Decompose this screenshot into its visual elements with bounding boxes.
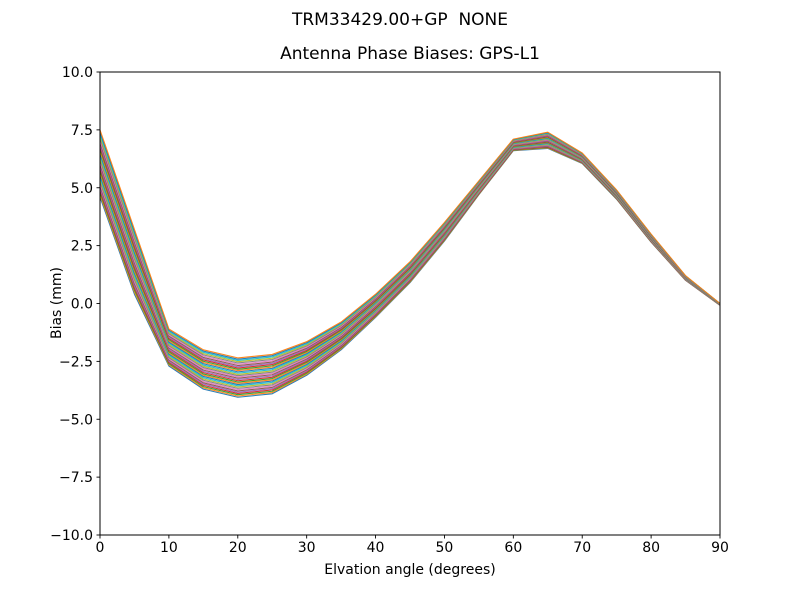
y-tick-label: −10.0 [50,528,93,544]
series-line [99,136,721,372]
y-tick-label: −5.0 [59,412,93,428]
x-axis-label: Elvation angle (degrees) [324,562,496,578]
x-tick-label: 10 [160,540,178,556]
series-line [99,138,721,375]
series-line [99,139,721,378]
series-line [99,134,721,365]
x-tick-label: 20 [229,540,247,556]
x-tick-label: 70 [573,540,591,556]
series-line [99,135,721,368]
series-line [99,137,721,374]
series-line [99,131,721,360]
y-tick-label: −7.5 [59,470,93,486]
x-tick-label: 90 [711,540,729,556]
y-tick-label: 5.0 [71,181,93,197]
y-tick-label: 2.5 [71,239,93,255]
series-line [99,138,721,377]
x-tick-label: 50 [436,540,454,556]
axes-title: Antenna Phase Biases: GPS-L1 [280,44,540,64]
y-tick-label: 7.5 [71,123,93,139]
y-tick-label: −2.5 [59,354,93,370]
y-tick-label: 0.0 [71,297,93,313]
x-tick-label: 40 [367,540,385,556]
series-line [99,129,721,359]
x-tick-label: 30 [298,540,316,556]
series-line [99,135,721,369]
x-tick-label: 60 [504,540,522,556]
series-line [99,137,721,373]
series-line [99,133,721,363]
x-tick-label: 80 [642,540,660,556]
plot-frame [99,71,721,536]
suptitle: TRM33429.00+GP NONE [291,10,508,30]
x-tick-label: 0 [96,540,105,556]
y-tick-label: 10.0 [62,65,93,81]
series-line [99,140,721,379]
series-line [99,134,721,367]
series-line [99,136,721,370]
series-line [99,132,721,361]
series-line [99,133,721,364]
